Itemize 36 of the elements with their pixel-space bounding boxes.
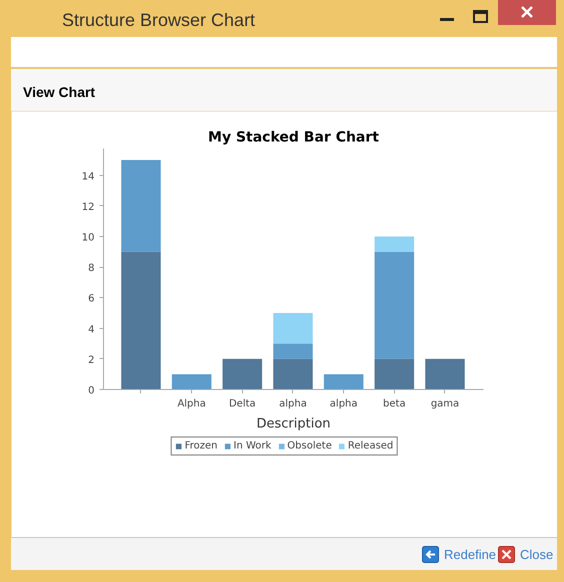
bar	[374, 252, 414, 359]
bar	[374, 236, 414, 252]
x-tick-label: Delta	[228, 398, 256, 410]
text: Structure Browser Chart	[62, 9, 256, 32]
y-tick-label: 10	[82, 232, 95, 244]
y-tick-label: 0	[88, 386, 95, 396]
bar	[222, 358, 262, 390]
y-tick-label: 12	[82, 202, 95, 213]
chart-title: My Stacked Bar Chart	[208, 130, 380, 146]
bar	[172, 374, 212, 390]
bar	[273, 312, 313, 344]
x-tick-label: beta	[383, 398, 406, 410]
legend-label: Obsolete	[287, 440, 332, 452]
legend-label: Released	[348, 440, 394, 452]
y-tick-label: 4	[88, 324, 95, 336]
y-tick-label: 8	[88, 263, 95, 274]
bar	[273, 358, 313, 390]
bar	[121, 160, 161, 252]
y-tick-label: 14	[82, 171, 95, 182]
bar	[324, 374, 364, 390]
y-tick-label: 6	[88, 294, 95, 305]
text: Close	[520, 546, 554, 564]
text: Redefine	[444, 546, 496, 564]
legend-label: In Work	[234, 440, 272, 452]
legend-label: Frozen	[184, 440, 218, 452]
bar	[425, 358, 465, 390]
bar	[374, 358, 414, 390]
x-tick-label: Alpha	[177, 398, 206, 410]
x-tick-label: gama	[430, 398, 460, 410]
text: View Chart	[23, 83, 96, 102]
x-axis-title: Description	[256, 416, 331, 432]
x-tick-label: alpha	[279, 398, 307, 410]
y-tick-label: 2	[88, 354, 95, 366]
bar	[273, 344, 313, 359]
bar	[121, 252, 161, 390]
x-tick-label: alpha	[330, 398, 358, 410]
